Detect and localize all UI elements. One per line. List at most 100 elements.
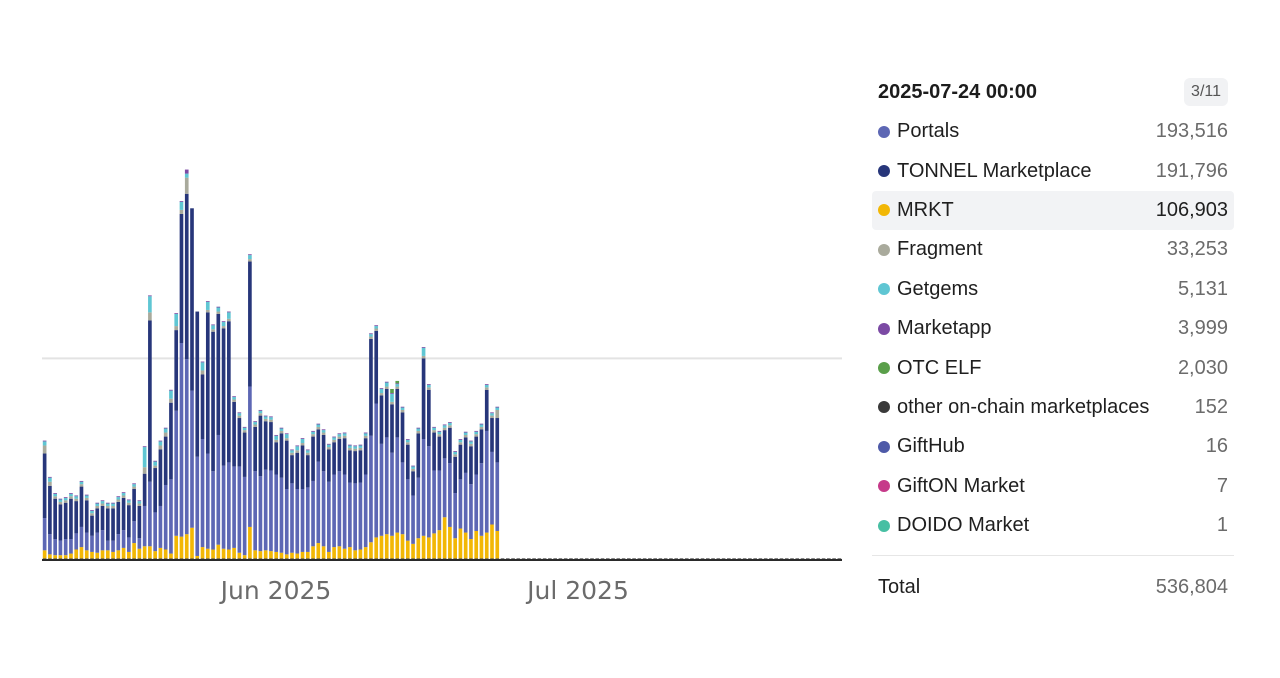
bar-segment[interactable] — [448, 425, 452, 428]
bar-segment[interactable] — [363, 432, 368, 434]
bar-segment[interactable] — [405, 479, 410, 541]
bar-segment[interactable] — [253, 471, 257, 551]
bar-segment[interactable] — [48, 476, 52, 478]
bar-segment[interactable] — [321, 429, 326, 431]
bar-segment[interactable] — [390, 404, 394, 453]
bar-segment[interactable] — [232, 401, 236, 467]
bar-segment[interactable] — [58, 501, 63, 505]
bar-segment[interactable] — [200, 374, 205, 439]
bar-segment[interactable] — [453, 493, 457, 539]
bar-segment[interactable] — [111, 503, 115, 506]
bar-segment[interactable] — [237, 412, 242, 414]
bar-segment[interactable] — [311, 434, 315, 437]
bar-segment[interactable] — [127, 505, 131, 538]
bar-segment[interactable] — [353, 445, 357, 447]
bar-segment[interactable] — [153, 468, 157, 513]
bar-segment[interactable] — [195, 456, 200, 556]
bar-segment[interactable] — [95, 532, 100, 553]
bar-segment[interactable] — [458, 479, 463, 529]
bar-segment[interactable] — [427, 387, 431, 390]
bar-segment[interactable] — [453, 451, 457, 452]
bar-segment[interactable] — [337, 434, 342, 437]
bar-segment[interactable] — [290, 450, 294, 453]
bar-segment[interactable] — [379, 393, 384, 396]
bar-segment[interactable] — [116, 534, 121, 551]
bar-segment[interactable] — [405, 540, 410, 559]
bar-segment[interactable] — [300, 438, 305, 439]
bar-segment[interactable] — [305, 487, 310, 552]
bar-segment[interactable] — [216, 306, 221, 308]
bar-segment[interactable] — [148, 320, 152, 482]
bar-segment[interactable] — [332, 436, 336, 438]
bar-segment[interactable] — [169, 390, 173, 399]
bar-segment[interactable] — [248, 259, 252, 262]
bar-segment[interactable] — [374, 537, 379, 559]
bar-segment[interactable] — [490, 524, 494, 559]
bar-segment[interactable] — [348, 447, 352, 451]
bar-segment[interactable] — [269, 416, 273, 418]
bar-segment[interactable] — [295, 553, 300, 559]
bar-segment[interactable] — [342, 438, 347, 475]
bar-segment[interactable] — [484, 430, 489, 533]
bar-segment[interactable] — [379, 443, 384, 536]
bar-segment[interactable] — [174, 326, 179, 331]
bar-segment[interactable] — [405, 439, 410, 443]
bar-segment[interactable] — [332, 474, 336, 548]
bar-segment[interactable] — [437, 431, 442, 435]
bar-segment[interactable] — [432, 533, 436, 559]
bar-segment[interactable] — [227, 321, 231, 463]
bar-segment[interactable] — [342, 435, 347, 439]
bar-segment[interactable] — [132, 486, 136, 490]
bar-segment[interactable] — [121, 493, 126, 496]
bar-segment[interactable] — [369, 333, 373, 335]
bar-segment[interactable] — [163, 484, 168, 550]
bar-segment[interactable] — [337, 436, 342, 439]
bar-segment[interactable] — [437, 434, 442, 437]
bar-segment[interactable] — [374, 330, 379, 404]
bar-segment[interactable] — [153, 512, 157, 552]
bar-segment[interactable] — [53, 539, 57, 556]
bar-segment[interactable] — [379, 535, 384, 559]
bar-segment[interactable] — [163, 432, 168, 437]
bar-segment[interactable] — [242, 427, 247, 431]
bar-segment[interactable] — [437, 436, 442, 471]
bar-segment[interactable] — [163, 549, 168, 559]
bar-segment[interactable] — [116, 550, 121, 559]
bar-segment[interactable] — [295, 445, 300, 447]
bar-segment[interactable] — [327, 551, 331, 559]
bar-segment[interactable] — [305, 452, 310, 456]
bar-segment[interactable] — [279, 552, 284, 559]
bar-segment[interactable] — [142, 473, 147, 506]
bar-segment[interactable] — [495, 407, 500, 410]
bar-segment[interactable] — [105, 508, 110, 541]
bar-segment[interactable] — [169, 402, 173, 480]
bar-segment[interactable] — [442, 424, 447, 426]
bar-segment[interactable] — [290, 552, 294, 559]
bar-segment[interactable] — [258, 551, 263, 559]
bar-segment[interactable] — [169, 553, 173, 559]
bar-segment[interactable] — [184, 534, 189, 559]
bar-segment[interactable] — [79, 547, 84, 559]
bar-segment[interactable] — [353, 451, 357, 484]
bar-segment[interactable] — [479, 426, 484, 430]
bar-segment[interactable] — [332, 437, 336, 440]
bar-segment[interactable] — [416, 430, 421, 434]
bar-segment[interactable] — [63, 502, 68, 540]
bar-segment[interactable] — [416, 428, 421, 431]
bar-segment[interactable] — [263, 416, 268, 419]
bar-segment[interactable] — [184, 359, 189, 535]
bar-segment[interactable] — [311, 480, 315, 547]
bar-segment[interactable] — [248, 526, 252, 559]
bar-segment[interactable] — [48, 485, 52, 535]
bar-segment[interactable] — [79, 484, 84, 487]
bar-segment[interactable] — [74, 549, 79, 559]
bar-segment[interactable] — [400, 462, 405, 535]
bar-segment[interactable] — [458, 444, 463, 480]
bar-segment[interactable] — [242, 432, 247, 477]
bar-segment[interactable] — [453, 456, 457, 494]
bar-segment[interactable] — [384, 534, 389, 559]
bar-segment[interactable] — [232, 547, 236, 559]
bar-segment[interactable] — [363, 438, 368, 475]
bar-segment[interactable] — [395, 384, 400, 387]
bar-segment[interactable] — [205, 301, 210, 302]
